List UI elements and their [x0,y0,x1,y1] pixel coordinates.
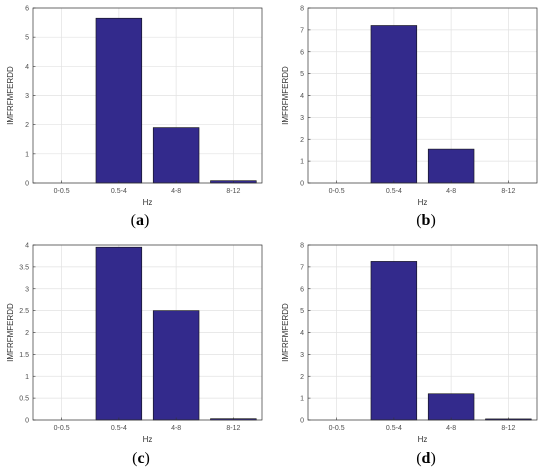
y-tick-label: 0 [25,418,29,425]
x-tick-label: 0-0.5 [54,188,70,195]
bar-4-8 [427,148,475,184]
y-tick-label: 4 [300,93,304,100]
y-tick-label: 1 [300,396,304,403]
y-tick-label: 6 [300,286,304,293]
caption-letter: d [421,450,431,467]
x-tick-label: 8-12 [501,425,515,432]
caption-c: (c) [121,450,161,468]
chart-panel-d: 0 1 2 3 4 5 6 7 8 0-0.5 0.5-4 4-8 8-12 Hz IMFRFMFERDD [281,243,538,444]
caption-letter: c [137,450,145,467]
x-tick-label: 0.5-4 [386,188,402,195]
caption-b: (b) [406,212,446,230]
y-tick-label: 3.5 [19,264,29,271]
x-tick-label: 0.5-4 [111,425,127,432]
y-tick-label: 2 [25,330,29,337]
y-tick-label: 2 [300,137,304,144]
x-tick-label: 8-12 [226,425,240,432]
bar-4-8 [152,310,200,421]
y-tick-label: 5 [25,35,29,42]
caption-close: ) [144,450,150,467]
x-tick-label: 4-8 [171,425,181,432]
y-tick-label: 2 [25,122,29,129]
y-tick-label: 3 [25,93,29,100]
y-tick-label: 2.5 [19,308,29,315]
y-axis-label: IMFRFMFERDD [6,303,15,362]
y-tick-label: 8 [300,6,304,13]
x-axis-label: Hz [143,435,153,444]
bar-0.5-4 [95,17,143,184]
y-tick-label: 2 [300,374,304,381]
x-tick-label: 8-12 [501,188,515,195]
y-tick-label: 3 [300,352,304,359]
bar-4-8 [152,127,200,184]
y-tick-label: 6 [300,49,304,56]
y-tick-label: 4 [25,64,29,71]
y-tick-label: 3 [300,115,304,122]
x-tick-label: 8-12 [226,188,240,195]
y-tick-label: 0 [300,418,304,425]
y-tick-label: 7 [300,264,304,271]
x-axis-label: Hz [418,435,428,444]
y-tick-label: 0.5 [19,396,29,403]
caption-open: ( [416,212,422,229]
caption-letter: a [136,212,144,229]
y-tick-label: 4 [25,243,29,250]
x-tick-label: 4-8 [446,188,456,195]
x-tick-label: 0-0.5 [54,425,70,432]
x-tick-label: 0-0.5 [329,188,345,195]
caption-close: ) [144,212,150,229]
caption-open: ( [130,212,136,229]
caption-a: (a) [120,212,160,230]
x-tick-label: 4-8 [446,425,456,432]
y-tick-label: 8 [300,243,304,250]
y-tick-label: 7 [300,27,304,34]
y-tick-label: 4 [300,330,304,337]
y-axis-label: IMFRFMFERDD [6,66,15,125]
y-tick-label: 5 [300,308,304,315]
x-tick-label: 0-0.5 [329,425,345,432]
y-tick-label: 1 [25,151,29,158]
bar-4-8 [427,393,475,421]
y-tick-label: 5 [300,71,304,78]
y-axis-label: IMFRFMFERDD [281,303,290,362]
y-axis-label: IMFRFMFERDD [281,66,290,125]
bar-0.5-4 [95,246,143,421]
caption-open: ( [132,450,138,467]
bar-0.5-4 [370,25,418,184]
y-tick-label: 3 [25,286,29,293]
chart-panel-b: 0 1 2 3 4 5 6 7 8 0-0.5 0.5-4 4-8 8-12 Hz IMFRFMFERDD [281,6,538,207]
y-tick-label: 0 [300,181,304,188]
y-tick-label: 1.5 [19,352,29,359]
x-axis-label: Hz [143,198,153,207]
x-tick-label: 0.5-4 [111,188,127,195]
x-tick-label: 0.5-4 [386,425,402,432]
caption-letter: b [421,212,431,229]
x-axis-label: Hz [418,198,428,207]
chart-panel-a: 0 1 2 3 4 5 6 0-0.5 0.5-4 4-8 8-12 Hz IMFRFMFERDD [6,6,263,207]
caption-close: ) [430,212,436,229]
caption-open: ( [416,450,422,467]
chart-panel-c: 0 0.5 1 1.5 2 2.5 3 3.5 4 0-0.5 0.5-4 4-8 8-12 Hz IMFR… [6,243,263,444]
y-tick-label: 1 [300,159,304,166]
bar-0.5-4 [370,261,418,421]
y-tick-label: 1 [25,374,29,381]
y-tick-label: 0 [25,181,29,188]
x-tick-label: 4-8 [171,188,181,195]
y-tick-label: 6 [25,6,29,13]
caption-close: ) [430,450,436,467]
caption-d: (d) [406,450,446,468]
